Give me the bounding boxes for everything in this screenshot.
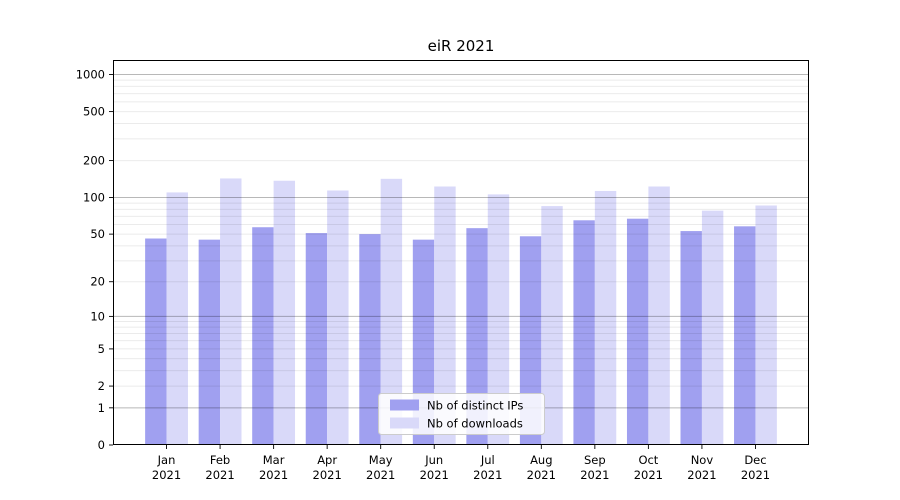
x-tick-label-month: Nov — [691, 453, 714, 467]
y-tick-label: 2 — [98, 379, 105, 393]
bar-distinct-ips — [734, 226, 756, 445]
bar-distinct-ips — [626, 218, 649, 445]
x-tick-label-year: 2021 — [366, 468, 395, 482]
y-tick-label: 50 — [90, 227, 105, 241]
bars-layer — [145, 178, 777, 445]
x-tick-label-year: 2021 — [152, 468, 181, 482]
y-tick-label: 5 — [98, 342, 105, 356]
y-tick-label: 20 — [90, 275, 105, 289]
bar-distinct-ips — [519, 236, 542, 445]
x-tick-label-month: Jan — [157, 453, 176, 467]
y-tick-label: 10 — [90, 309, 105, 323]
legend: Nb of distinct IPs Nb of downloads — [378, 393, 545, 435]
y-tick-label: 0 — [98, 438, 105, 452]
y-tick-label: 100 — [83, 190, 105, 204]
x-tick-label-month: Sep — [584, 453, 606, 467]
x-tick-label-month: Aug — [530, 453, 552, 467]
y-tick-label: 500 — [83, 105, 105, 119]
legend-label-downloads: Nb of downloads — [427, 417, 523, 431]
bar-distinct-ips — [198, 239, 221, 445]
x-tick-label-year: 2021 — [634, 468, 663, 482]
bar-downloads — [220, 178, 242, 445]
x-tick-label-month: Apr — [317, 453, 337, 467]
legend-swatch-distinct-ips — [390, 399, 419, 411]
x-tick-label-month: Feb — [210, 453, 230, 467]
bar-downloads — [648, 186, 670, 445]
plot-border — [113, 60, 809, 445]
legend-label-distinct-ips: Nb of distinct IPs — [427, 399, 523, 413]
bar-distinct-ips — [305, 233, 328, 445]
x-tick-label-month: Mar — [263, 453, 285, 467]
x-tick-label-month: Dec — [744, 453, 766, 467]
grid-layer — [113, 73, 809, 409]
bar-downloads — [434, 186, 456, 445]
bar-downloads — [541, 206, 563, 445]
x-tick-label-month: Jul — [480, 453, 495, 467]
legend-swatch-downloads — [390, 417, 419, 429]
x-tick-label-year: 2021 — [580, 468, 609, 482]
bar-downloads — [166, 192, 188, 445]
x-tick-label-month: Oct — [638, 453, 658, 467]
y-tick-label: 1 — [98, 401, 105, 415]
bar-distinct-ips — [466, 228, 488, 445]
bar-downloads — [594, 190, 617, 445]
x-tick-label-year: 2021 — [420, 468, 449, 482]
bar-downloads — [755, 205, 777, 445]
bar-distinct-ips — [573, 220, 595, 445]
y-tick-label: 200 — [83, 154, 105, 168]
x-tick-label-year: 2021 — [527, 468, 556, 482]
x-tick-label-year: 2021 — [687, 468, 716, 482]
x-tick-label-year: 2021 — [205, 468, 234, 482]
bar-downloads — [701, 210, 724, 445]
bar-downloads — [380, 178, 403, 445]
x-tick-label-year: 2021 — [313, 468, 342, 482]
x-tick-label-year: 2021 — [741, 468, 770, 482]
chart-title: eiR 2021 — [428, 37, 495, 55]
x-tick-label-year: 2021 — [259, 468, 288, 482]
x-tick-label-month: May — [369, 453, 393, 467]
bar-distinct-ips — [680, 231, 702, 445]
bar-downloads — [487, 194, 510, 445]
x-tick-label-year: 2021 — [473, 468, 502, 482]
legend-box — [378, 393, 545, 435]
axes-layer: 01251020501002005001000Jan2021Feb2021Mar… — [76, 60, 809, 482]
y-tick-label: 1000 — [76, 67, 105, 81]
x-tick-label-month: Jun — [424, 453, 443, 467]
bar-downloads — [327, 190, 349, 445]
bar-distinct-ips — [252, 227, 274, 445]
bar-distinct-ips — [145, 238, 167, 445]
bar-distinct-ips — [359, 234, 381, 445]
bar-downloads — [273, 180, 296, 445]
